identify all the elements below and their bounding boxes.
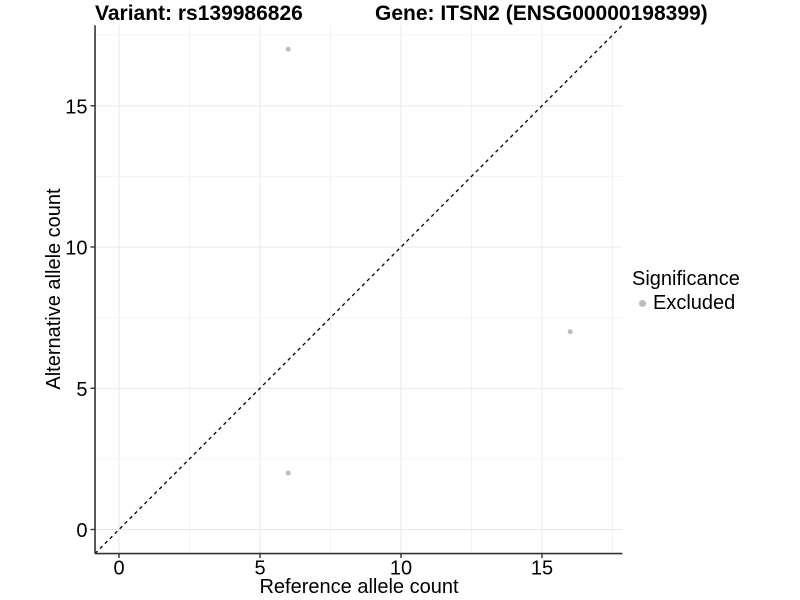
data-point [567,329,573,335]
x-tick-label: 0 [113,558,124,580]
legend-title: Significance [632,268,740,290]
y-tick-label: 0 [76,520,87,542]
variant-title: Variant: rs139986826 [95,2,303,25]
x-tick-label: 10 [390,558,412,580]
x-axis-title: Reference allele count [259,576,459,598]
y-tick-label: 10 [65,238,87,260]
data-point [285,46,291,52]
legend-item-label: Excluded [653,292,736,314]
excluded-point-icon [639,299,646,307]
legend: Significance Excluded [632,267,740,315]
data-point [285,470,291,476]
gene-title: Gene: ITSN2 (ENSG00000198399) [375,2,708,25]
y-tick-label: 5 [76,379,87,401]
y-axis-title: Alternative allele count [43,188,65,390]
y-tick-label: 15 [65,96,87,118]
x-tick-label: 5 [254,558,265,580]
legend-item-excluded: Excluded [632,291,740,315]
x-tick-label: 15 [531,558,553,580]
identity-dashed-line [94,24,623,554]
